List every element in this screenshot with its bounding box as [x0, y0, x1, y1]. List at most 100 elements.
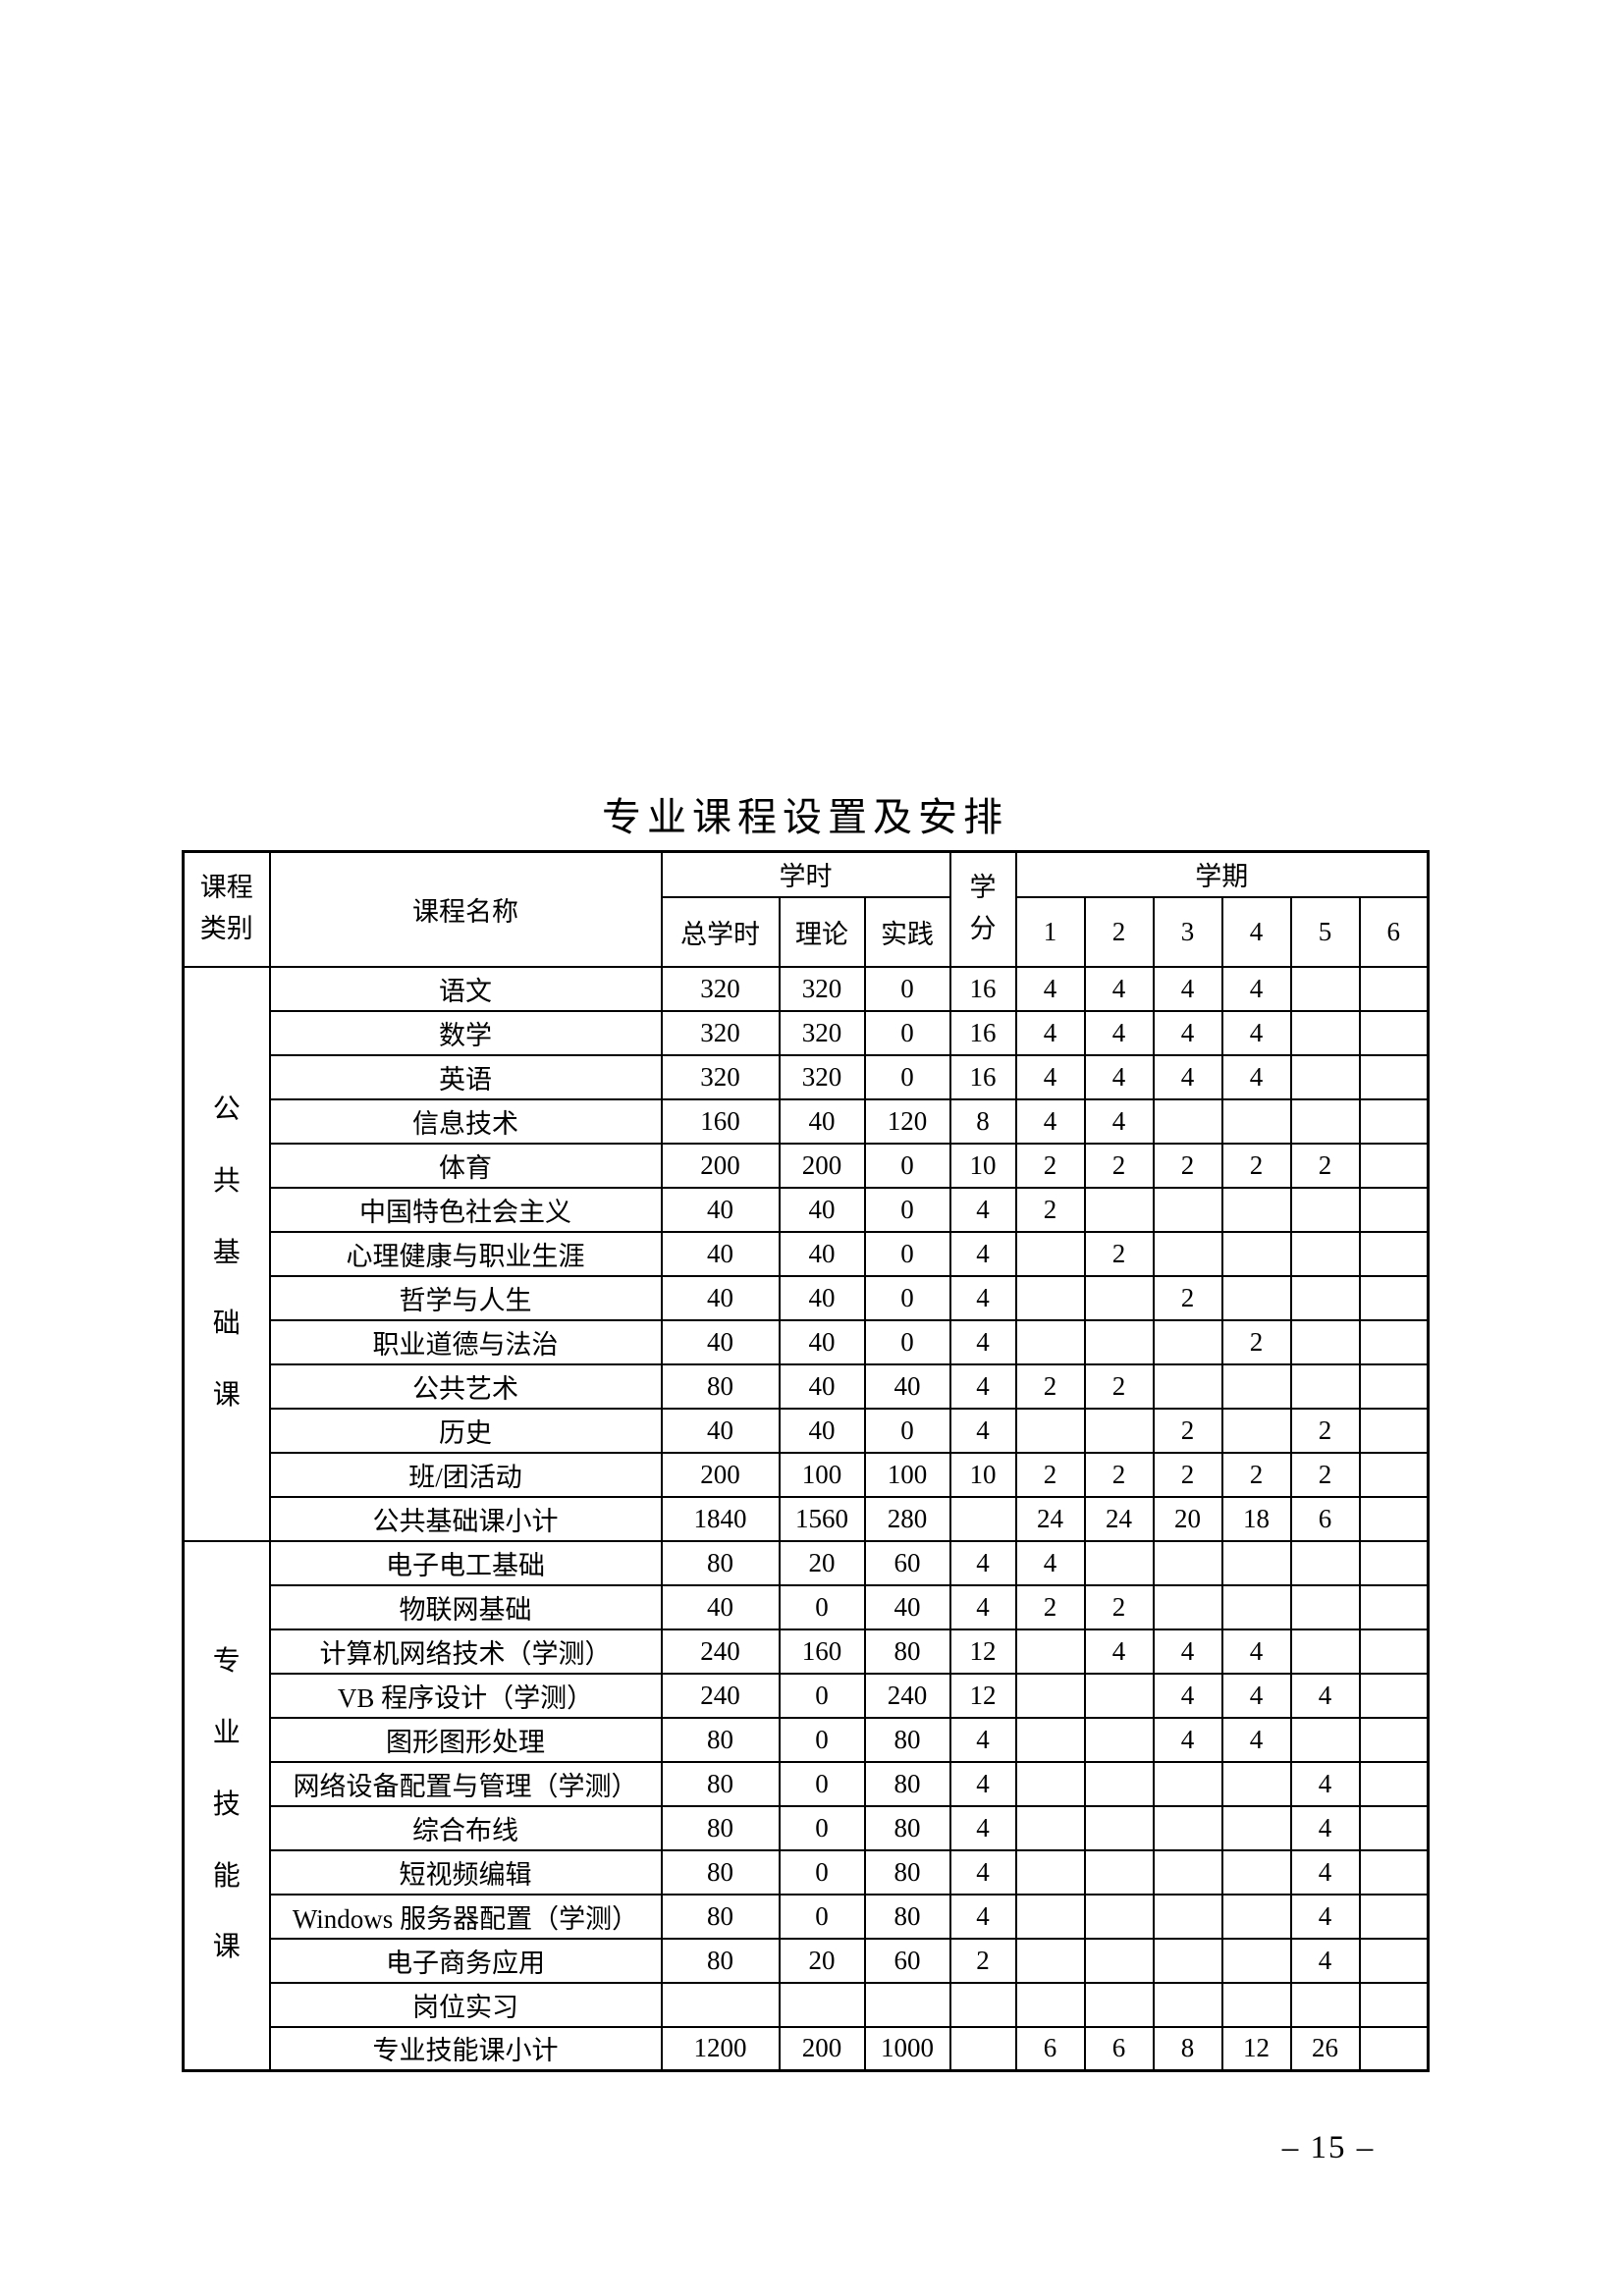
- table-row: Windows 服务器配置（学测） 80 0 80 4 4: [184, 1893, 1430, 1940]
- semester-4-cell: [1220, 1893, 1292, 1940]
- semester-1-cell: [1014, 1937, 1086, 1984]
- semester-1-cell: [1014, 1274, 1086, 1321]
- semester-6-cell: [1358, 1362, 1430, 1410]
- table-row: 班/团活动 200 100 100 10 2 2 2 2 2: [184, 1451, 1430, 1498]
- semester-4-cell: 2: [1220, 1142, 1292, 1189]
- course-name-cell: 体育: [268, 1142, 663, 1189]
- semester-6-cell: [1358, 1848, 1430, 1896]
- semester-4-cell: 12: [1220, 2025, 1292, 2072]
- practice-cell: 40: [863, 1583, 951, 1630]
- table-row: 网络设备配置与管理（学测） 80 0 80 4 4: [184, 1760, 1430, 1807]
- table-row: 图形图形处理 80 0 80 4 4 4: [184, 1716, 1430, 1763]
- course-name-cell: 中国特色社会主义: [268, 1186, 663, 1233]
- course-name-cell: 心理健康与职业生涯: [268, 1230, 663, 1277]
- semester-1-cell: [1014, 1893, 1086, 1940]
- total-hours-cell: 80: [660, 1804, 781, 1851]
- semester-5-cell: [1289, 1716, 1361, 1763]
- semester-4-cell: [1220, 1804, 1292, 1851]
- semester-1-cell: [1014, 1407, 1086, 1454]
- semester-5-cell: [1289, 1628, 1361, 1675]
- semester-2-cell: [1083, 1804, 1155, 1851]
- semester-1-cell: 4: [1014, 965, 1086, 1012]
- semester-5-cell: [1289, 1009, 1361, 1056]
- practice-cell: 80: [863, 1628, 951, 1675]
- theory-cell: 1560: [778, 1495, 866, 1542]
- practice-cell: 0: [863, 1053, 951, 1100]
- semester-3-cell: 4: [1152, 1009, 1223, 1056]
- theory-cell: 0: [778, 1672, 866, 1719]
- page-title: 专业课程设置及安排: [602, 795, 1008, 839]
- semester-6-cell: [1358, 1318, 1430, 1365]
- header-semester-1: 1: [1014, 895, 1086, 968]
- semester-2-cell: [1083, 1848, 1155, 1896]
- semester-2-cell: 4: [1083, 1053, 1155, 1100]
- semester-1-cell: 4: [1014, 1539, 1086, 1586]
- semester-3-cell: [1152, 1760, 1223, 1807]
- course-name-cell: 公共艺术: [268, 1362, 663, 1410]
- semester-6-cell: [1358, 1583, 1430, 1630]
- semester-4-cell: 2: [1220, 1451, 1292, 1498]
- semester-5-cell: 4: [1289, 1804, 1361, 1851]
- semester-1-cell: 2: [1014, 1362, 1086, 1410]
- semester-6-cell: [1358, 1495, 1430, 1542]
- semester-6-cell: [1358, 1451, 1430, 1498]
- table-row: 综合布线 80 0 80 4 4: [184, 1804, 1430, 1851]
- course-name-cell: 班/团活动: [268, 1451, 663, 1498]
- semester-1-cell: 4: [1014, 1097, 1086, 1145]
- semester-3-cell: [1152, 1230, 1223, 1277]
- practice-cell: 1000: [863, 2025, 951, 2072]
- header-practice: 实践: [863, 895, 951, 968]
- semester-3-cell: 4: [1152, 1053, 1223, 1100]
- theory-cell: 0: [778, 1804, 866, 1851]
- theory-cell: 100: [778, 1451, 866, 1498]
- theory-cell: 40: [778, 1230, 866, 1277]
- semester-4-cell: [1220, 1186, 1292, 1233]
- semester-6-cell: [1358, 1716, 1430, 1763]
- semester-2-cell: [1083, 1981, 1155, 2028]
- practice-cell: 60: [863, 1539, 951, 1586]
- header-course-name: 课程名称: [268, 850, 663, 968]
- semester-4-cell: [1220, 1097, 1292, 1145]
- practice-cell: [863, 1981, 951, 2028]
- semester-1-cell: 2: [1014, 1186, 1086, 1233]
- semester-3-cell: 4: [1152, 965, 1223, 1012]
- practice-cell: 120: [863, 1097, 951, 1145]
- semester-5-cell: 4: [1289, 1893, 1361, 1940]
- credits-cell: 4: [948, 1539, 1017, 1586]
- theory-cell: 40: [778, 1407, 866, 1454]
- credits-cell: 4: [948, 1407, 1017, 1454]
- semester-3-cell: 4: [1152, 1628, 1223, 1675]
- practice-cell: 80: [863, 1804, 951, 1851]
- semester-5-cell: 4: [1289, 1672, 1361, 1719]
- theory-cell: 20: [778, 1539, 866, 1586]
- semester-6-cell: [1358, 1893, 1430, 1940]
- semester-5-cell: 4: [1289, 1937, 1361, 1984]
- credits-cell: 4: [948, 1230, 1017, 1277]
- theory-cell: 40: [778, 1318, 866, 1365]
- course-name-cell: 哲学与人生: [268, 1274, 663, 1321]
- credits-cell: 4: [948, 1804, 1017, 1851]
- semester-4-cell: [1220, 1230, 1292, 1277]
- theory-cell: 320: [778, 1053, 866, 1100]
- total-hours-cell: 200: [660, 1451, 781, 1498]
- semester-3-cell: [1152, 1937, 1223, 1984]
- total-hours-cell: 40: [660, 1583, 781, 1630]
- semester-1-cell: [1014, 1804, 1086, 1851]
- semester-1-cell: [1014, 1672, 1086, 1719]
- semester-5-cell: 2: [1289, 1451, 1361, 1498]
- course-name-cell: 语文: [268, 965, 663, 1012]
- total-hours-cell: 40: [660, 1274, 781, 1321]
- semester-4-cell: 2: [1220, 1318, 1292, 1365]
- semester-4-cell: 4: [1220, 965, 1292, 1012]
- credits-cell: 12: [948, 1672, 1017, 1719]
- header-semester-2: 2: [1083, 895, 1155, 968]
- semester-5-cell: [1289, 1318, 1361, 1365]
- semester-3-cell: [1152, 1893, 1223, 1940]
- theory-cell: 40: [778, 1274, 866, 1321]
- course-name-cell: 英语: [268, 1053, 663, 1100]
- semester-4-cell: 4: [1220, 1628, 1292, 1675]
- course-name-cell: 综合布线: [268, 1804, 663, 1851]
- theory-cell: 40: [778, 1097, 866, 1145]
- total-hours-cell: 160: [660, 1097, 781, 1145]
- semester-3-cell: 2: [1152, 1407, 1223, 1454]
